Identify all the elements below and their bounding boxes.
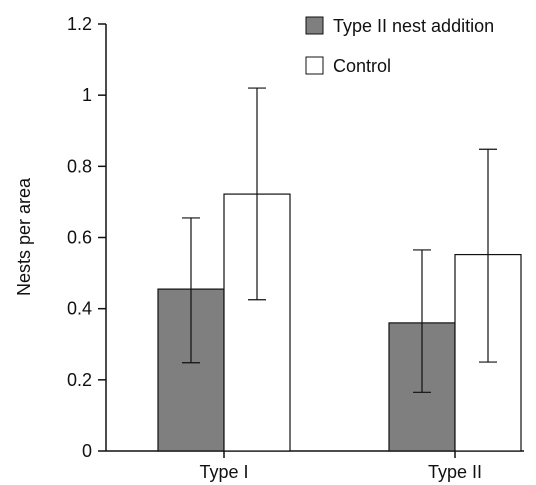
legend-swatch-type-ii-nest-addition [305,16,324,35]
x-ticks: Type I Type II [199,451,482,482]
y-tick-label: 0.8 [67,156,92,176]
x-axis: Type I Type II [106,450,524,482]
legend-label-type-ii-nest-addition: Type II nest addition [333,16,494,36]
y-tick-label: 0.2 [67,370,92,390]
error-bar-control-type-i [248,87,266,301]
legend-item-type-ii-nest-addition: Type II nest addition [305,16,494,36]
y-axis: 0 0.2 0.4 0.6 0.8 1 1.2 Nests per area [14,14,107,461]
x-tick-label-type-ii: Type II [428,462,482,482]
legend-item-control: Control [305,56,391,76]
y-axis-label: Nests per area [14,177,34,296]
error-bars [182,87,497,393]
error-bar-type-ii-nest-addition-type-ii [413,249,431,393]
y-tick-label: 0.4 [67,299,92,319]
legend: Type II nest addition Control [305,16,494,76]
legend-label-control: Control [333,56,391,76]
error-bar-control-type-ii [479,148,497,363]
y-tick-label: 0 [82,441,92,461]
y-tick-label: 1.2 [67,14,92,34]
error-bar-type-ii-nest-addition-type-i [182,217,200,364]
x-tick-label-type-i: Type I [199,462,248,482]
legend-swatch-control [305,56,324,75]
y-ticks: 0 0.2 0.4 0.6 0.8 1 1.2 [67,14,106,461]
bars [157,193,522,452]
y-tick-label: 1 [82,85,92,105]
y-tick-label: 0.6 [67,228,92,248]
